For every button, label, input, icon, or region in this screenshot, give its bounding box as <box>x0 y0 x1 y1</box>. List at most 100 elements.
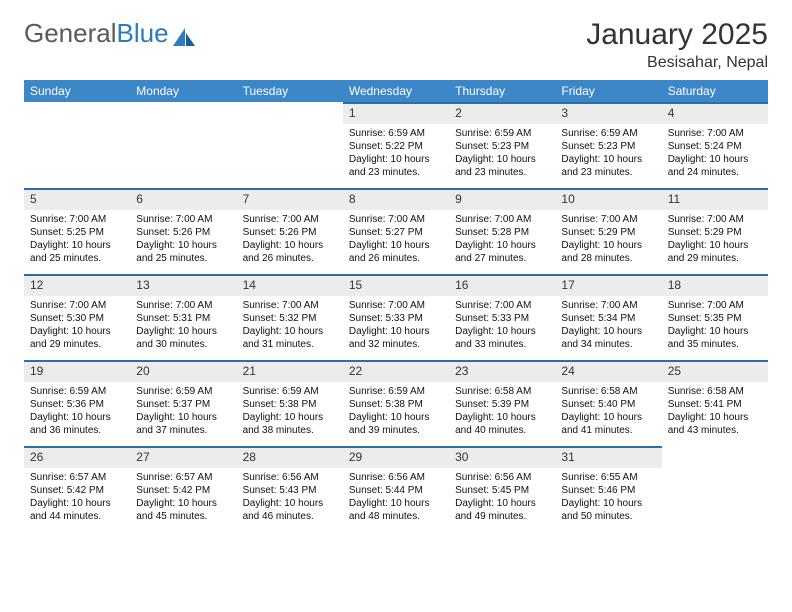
calendar-day-cell: 2Sunrise: 6:59 AMSunset: 5:23 PMDaylight… <box>449 102 555 188</box>
day-number: 4 <box>662 102 768 124</box>
weekday-header: Tuesday <box>237 80 343 102</box>
day-details: Sunrise: 6:56 AMSunset: 5:45 PMDaylight:… <box>449 468 555 527</box>
day-number: 7 <box>237 188 343 210</box>
calendar-day-cell: 16Sunrise: 7:00 AMSunset: 5:33 PMDayligh… <box>449 274 555 360</box>
day-number: 2 <box>449 102 555 124</box>
calendar-day-cell: 1Sunrise: 6:59 AMSunset: 5:22 PMDaylight… <box>343 102 449 188</box>
day-number: 29 <box>343 446 449 468</box>
day-details: Sunrise: 7:00 AMSunset: 5:29 PMDaylight:… <box>555 210 661 269</box>
day-number: 15 <box>343 274 449 296</box>
calendar-day-cell: 7Sunrise: 7:00 AMSunset: 5:26 PMDaylight… <box>237 188 343 274</box>
day-number: 20 <box>130 360 236 382</box>
day-number: 5 <box>24 188 130 210</box>
calendar-day-cell: 31Sunrise: 6:55 AMSunset: 5:46 PMDayligh… <box>555 446 661 532</box>
calendar-day-cell: 26Sunrise: 6:57 AMSunset: 5:42 PMDayligh… <box>24 446 130 532</box>
day-number: 12 <box>24 274 130 296</box>
day-number: 8 <box>343 188 449 210</box>
calendar-day-cell: 23Sunrise: 6:58 AMSunset: 5:39 PMDayligh… <box>449 360 555 446</box>
calendar-week-row: 5Sunrise: 7:00 AMSunset: 5:25 PMDaylight… <box>24 188 768 274</box>
day-details: Sunrise: 6:57 AMSunset: 5:42 PMDaylight:… <box>24 468 130 527</box>
day-number: 9 <box>449 188 555 210</box>
brand-part2: Blue <box>117 18 169 49</box>
calendar-day-cell: 3Sunrise: 6:59 AMSunset: 5:23 PMDaylight… <box>555 102 661 188</box>
day-details: Sunrise: 7:00 AMSunset: 5:25 PMDaylight:… <box>24 210 130 269</box>
page-title: January 2025 <box>586 18 768 52</box>
day-number: 14 <box>237 274 343 296</box>
day-number: 11 <box>662 188 768 210</box>
day-details: Sunrise: 6:58 AMSunset: 5:39 PMDaylight:… <box>449 382 555 441</box>
day-number: 13 <box>130 274 236 296</box>
calendar-day-cell: 4Sunrise: 7:00 AMSunset: 5:24 PMDaylight… <box>662 102 768 188</box>
calendar-day-cell: 8Sunrise: 7:00 AMSunset: 5:27 PMDaylight… <box>343 188 449 274</box>
weekday-header: Wednesday <box>343 80 449 102</box>
day-number: 24 <box>555 360 661 382</box>
day-details: Sunrise: 7:00 AMSunset: 5:30 PMDaylight:… <box>24 296 130 355</box>
day-number: 31 <box>555 446 661 468</box>
calendar-table: Sunday Monday Tuesday Wednesday Thursday… <box>24 80 768 532</box>
brand-logo: GeneralBlue <box>24 18 195 49</box>
day-details: Sunrise: 6:55 AMSunset: 5:46 PMDaylight:… <box>555 468 661 527</box>
weekday-header: Friday <box>555 80 661 102</box>
day-details: Sunrise: 7:00 AMSunset: 5:35 PMDaylight:… <box>662 296 768 355</box>
calendar-day-cell: 13Sunrise: 7:00 AMSunset: 5:31 PMDayligh… <box>130 274 236 360</box>
calendar-day-cell: 5Sunrise: 7:00 AMSunset: 5:25 PMDaylight… <box>24 188 130 274</box>
calendar-day-cell: 15Sunrise: 7:00 AMSunset: 5:33 PMDayligh… <box>343 274 449 360</box>
day-number: 27 <box>130 446 236 468</box>
day-details: Sunrise: 6:59 AMSunset: 5:22 PMDaylight:… <box>343 124 449 183</box>
day-details: Sunrise: 6:57 AMSunset: 5:42 PMDaylight:… <box>130 468 236 527</box>
calendar-day-cell: 28Sunrise: 6:56 AMSunset: 5:43 PMDayligh… <box>237 446 343 532</box>
day-number: 21 <box>237 360 343 382</box>
day-number: 18 <box>662 274 768 296</box>
day-details: Sunrise: 7:00 AMSunset: 5:29 PMDaylight:… <box>662 210 768 269</box>
day-details: Sunrise: 6:56 AMSunset: 5:43 PMDaylight:… <box>237 468 343 527</box>
day-number: 3 <box>555 102 661 124</box>
calendar-day-cell: 25Sunrise: 6:58 AMSunset: 5:41 PMDayligh… <box>662 360 768 446</box>
calendar-day-cell <box>24 102 130 188</box>
weekday-header: Thursday <box>449 80 555 102</box>
sail-icon <box>173 24 195 44</box>
weekday-header: Saturday <box>662 80 768 102</box>
day-details: Sunrise: 7:00 AMSunset: 5:26 PMDaylight:… <box>237 210 343 269</box>
calendar-day-cell: 12Sunrise: 7:00 AMSunset: 5:30 PMDayligh… <box>24 274 130 360</box>
day-number: 30 <box>449 446 555 468</box>
brand-part1: General <box>24 18 117 49</box>
day-number: 28 <box>237 446 343 468</box>
day-details: Sunrise: 7:00 AMSunset: 5:24 PMDaylight:… <box>662 124 768 183</box>
calendar-day-cell: 14Sunrise: 7:00 AMSunset: 5:32 PMDayligh… <box>237 274 343 360</box>
calendar-week-row: 1Sunrise: 6:59 AMSunset: 5:22 PMDaylight… <box>24 102 768 188</box>
day-number: 26 <box>24 446 130 468</box>
calendar-day-cell: 18Sunrise: 7:00 AMSunset: 5:35 PMDayligh… <box>662 274 768 360</box>
day-details: Sunrise: 7:00 AMSunset: 5:33 PMDaylight:… <box>449 296 555 355</box>
day-details: Sunrise: 7:00 AMSunset: 5:32 PMDaylight:… <box>237 296 343 355</box>
calendar-week-row: 12Sunrise: 7:00 AMSunset: 5:30 PMDayligh… <box>24 274 768 360</box>
header: GeneralBlue January 2025 Besisahar, Nepa… <box>24 18 768 72</box>
calendar-day-cell: 27Sunrise: 6:57 AMSunset: 5:42 PMDayligh… <box>130 446 236 532</box>
calendar-day-cell <box>662 446 768 532</box>
day-details: Sunrise: 7:00 AMSunset: 5:28 PMDaylight:… <box>449 210 555 269</box>
day-details: Sunrise: 6:59 AMSunset: 5:37 PMDaylight:… <box>130 382 236 441</box>
weekday-header: Sunday <box>24 80 130 102</box>
calendar-day-cell: 10Sunrise: 7:00 AMSunset: 5:29 PMDayligh… <box>555 188 661 274</box>
day-details: Sunrise: 6:59 AMSunset: 5:38 PMDaylight:… <box>237 382 343 441</box>
location-subtitle: Besisahar, Nepal <box>586 54 768 72</box>
day-details: Sunrise: 7:00 AMSunset: 5:31 PMDaylight:… <box>130 296 236 355</box>
calendar-day-cell: 22Sunrise: 6:59 AMSunset: 5:38 PMDayligh… <box>343 360 449 446</box>
calendar-day-cell: 6Sunrise: 7:00 AMSunset: 5:26 PMDaylight… <box>130 188 236 274</box>
day-details: Sunrise: 7:00 AMSunset: 5:27 PMDaylight:… <box>343 210 449 269</box>
calendar-day-cell <box>237 102 343 188</box>
day-details: Sunrise: 7:00 AMSunset: 5:33 PMDaylight:… <box>343 296 449 355</box>
calendar-day-cell: 29Sunrise: 6:56 AMSunset: 5:44 PMDayligh… <box>343 446 449 532</box>
day-number: 10 <box>555 188 661 210</box>
calendar-day-cell: 24Sunrise: 6:58 AMSunset: 5:40 PMDayligh… <box>555 360 661 446</box>
calendar-week-row: 19Sunrise: 6:59 AMSunset: 5:36 PMDayligh… <box>24 360 768 446</box>
day-number: 23 <box>449 360 555 382</box>
day-details: Sunrise: 6:56 AMSunset: 5:44 PMDaylight:… <box>343 468 449 527</box>
weekday-header-row: Sunday Monday Tuesday Wednesday Thursday… <box>24 80 768 102</box>
day-number: 22 <box>343 360 449 382</box>
day-details: Sunrise: 7:00 AMSunset: 5:26 PMDaylight:… <box>130 210 236 269</box>
day-number: 16 <box>449 274 555 296</box>
calendar-day-cell: 30Sunrise: 6:56 AMSunset: 5:45 PMDayligh… <box>449 446 555 532</box>
day-details: Sunrise: 6:59 AMSunset: 5:38 PMDaylight:… <box>343 382 449 441</box>
calendar-day-cell: 9Sunrise: 7:00 AMSunset: 5:28 PMDaylight… <box>449 188 555 274</box>
calendar-day-cell: 17Sunrise: 7:00 AMSunset: 5:34 PMDayligh… <box>555 274 661 360</box>
